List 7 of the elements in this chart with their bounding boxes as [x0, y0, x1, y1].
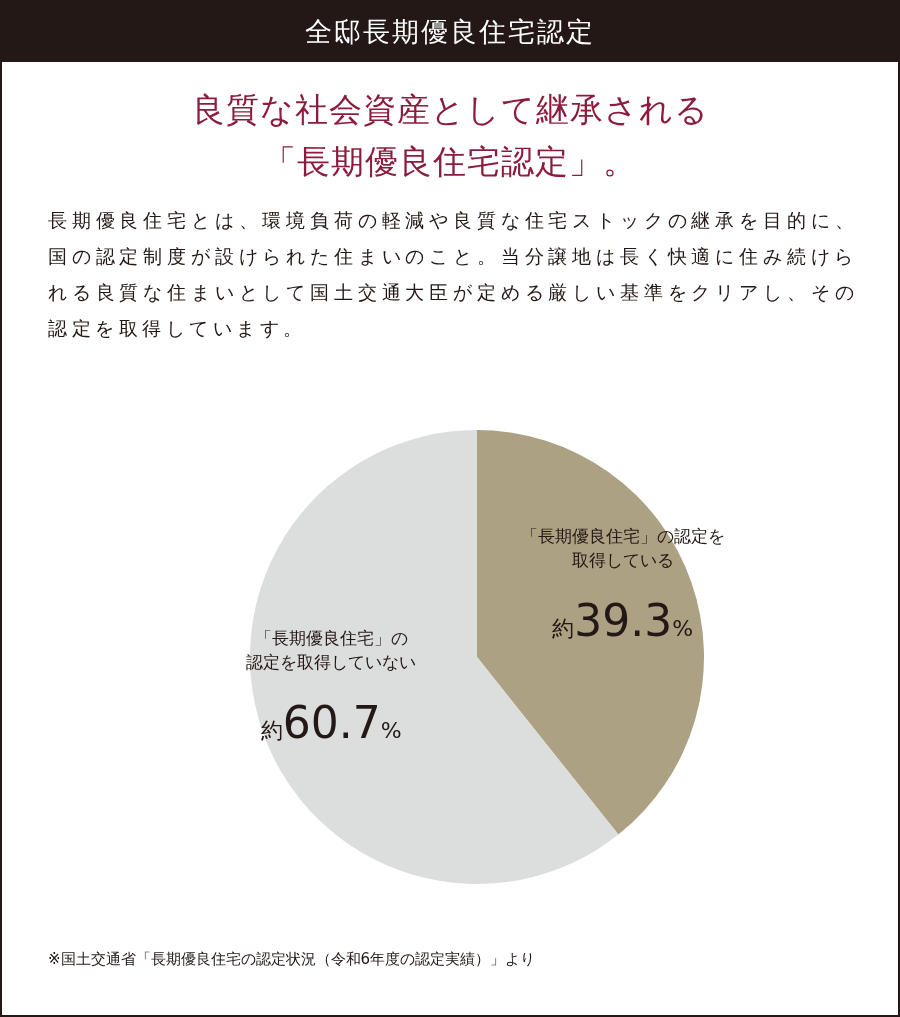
chart-subtitle: 良質な社会資産として継承される「長期優良住宅認定」。 [190, 89, 710, 183]
data-label: 約39.3% [552, 595, 694, 647]
data-label: 約60.7% [260, 696, 402, 748]
slice-label: 「長期優良住宅」の認定を取得していない [245, 626, 418, 674]
text: 長期優良住宅とは、環境負荷の軽減や良質な住宅ストックの継承を目的に、国の認定制度が設けられた住まいのこと。当分譲地は長く快適に住み続けられる良質な住まいとして国土交通大臣が定める厳しい基準をクリアし、その認定を取得しています。 [48, 208, 858, 341]
text: ※国土交通省「長期優良住宅の認定状況（令和6年度の認定実績）」より [48, 950, 536, 969]
chart-title: 全邸長期優良住宅認定 [2, 2, 898, 62]
